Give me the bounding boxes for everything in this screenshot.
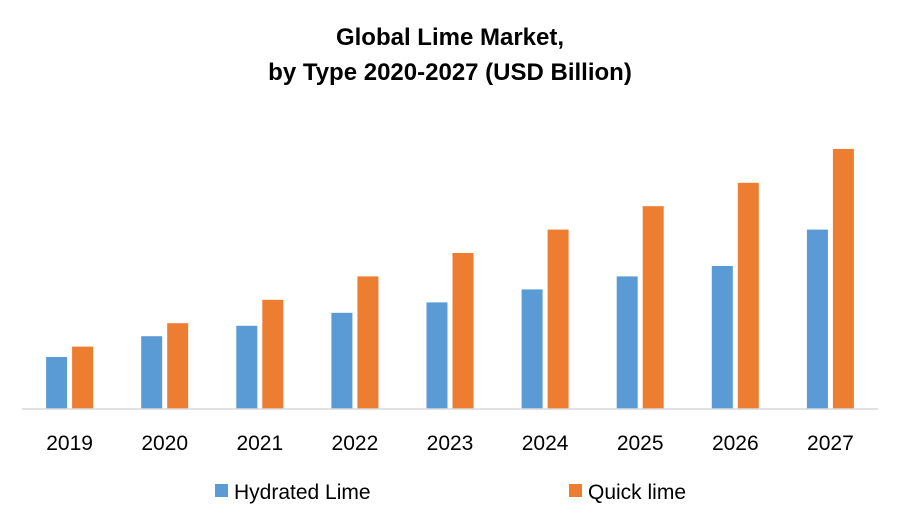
x-tick-label-2024: 2024 (522, 432, 569, 455)
bar-quick-lime-2022 (357, 276, 379, 409)
bar-quick-lime-2027 (832, 149, 854, 409)
bar-hydrated-lime-2024 (521, 289, 543, 409)
x-tick-label-2023: 2023 (427, 432, 474, 455)
x-tick-label-2021: 2021 (236, 432, 283, 455)
bar-hydrated-lime-2025 (616, 276, 638, 409)
x-tick-label-2027: 2027 (807, 432, 854, 455)
bar-quick-lime-2021 (262, 299, 284, 409)
bar-hydrated-lime-2019 (46, 357, 68, 409)
legend-swatch-quick-lime (569, 484, 582, 497)
bar-quick-lime-2024 (547, 229, 569, 409)
bar-quick-lime-2023 (452, 253, 474, 409)
x-tick-label-2022: 2022 (332, 432, 379, 455)
legend-swatch-hydrated-lime (215, 484, 228, 497)
chart-title-line-2: by Type 2020-2027 (USD Billion) (268, 59, 632, 86)
chart-title-line-1: Global Lime Market, (336, 24, 564, 51)
bar-hydrated-lime-2026 (711, 266, 733, 409)
legend: Hydrated Lime Quick lime (215, 481, 686, 504)
legend-label-quick-lime: Quick lime (588, 481, 686, 504)
x-tick-labels: 2019 2020 2021 2022 2023 2024 2025 2026 2027 (46, 432, 854, 455)
bar-hydrated-lime-2020 (141, 336, 163, 409)
bars-group (46, 149, 854, 409)
bar-quick-lime-2019 (72, 346, 94, 409)
x-tick-label-2025: 2025 (617, 432, 664, 455)
bar-hydrated-lime-2027 (806, 229, 828, 409)
x-tick-label-2020: 2020 (141, 432, 188, 455)
legend-label-hydrated-lime: Hydrated Lime (234, 481, 371, 504)
bar-quick-lime-2026 (737, 182, 759, 409)
x-tick-label-2026: 2026 (712, 432, 759, 455)
bar-quick-lime-2025 (642, 206, 664, 409)
x-tick-label-2019: 2019 (46, 432, 93, 455)
bar-hydrated-lime-2023 (426, 302, 448, 409)
bar-hydrated-lime-2021 (236, 325, 258, 409)
bar-hydrated-lime-2022 (331, 312, 353, 409)
bar-quick-lime-2020 (167, 323, 189, 409)
